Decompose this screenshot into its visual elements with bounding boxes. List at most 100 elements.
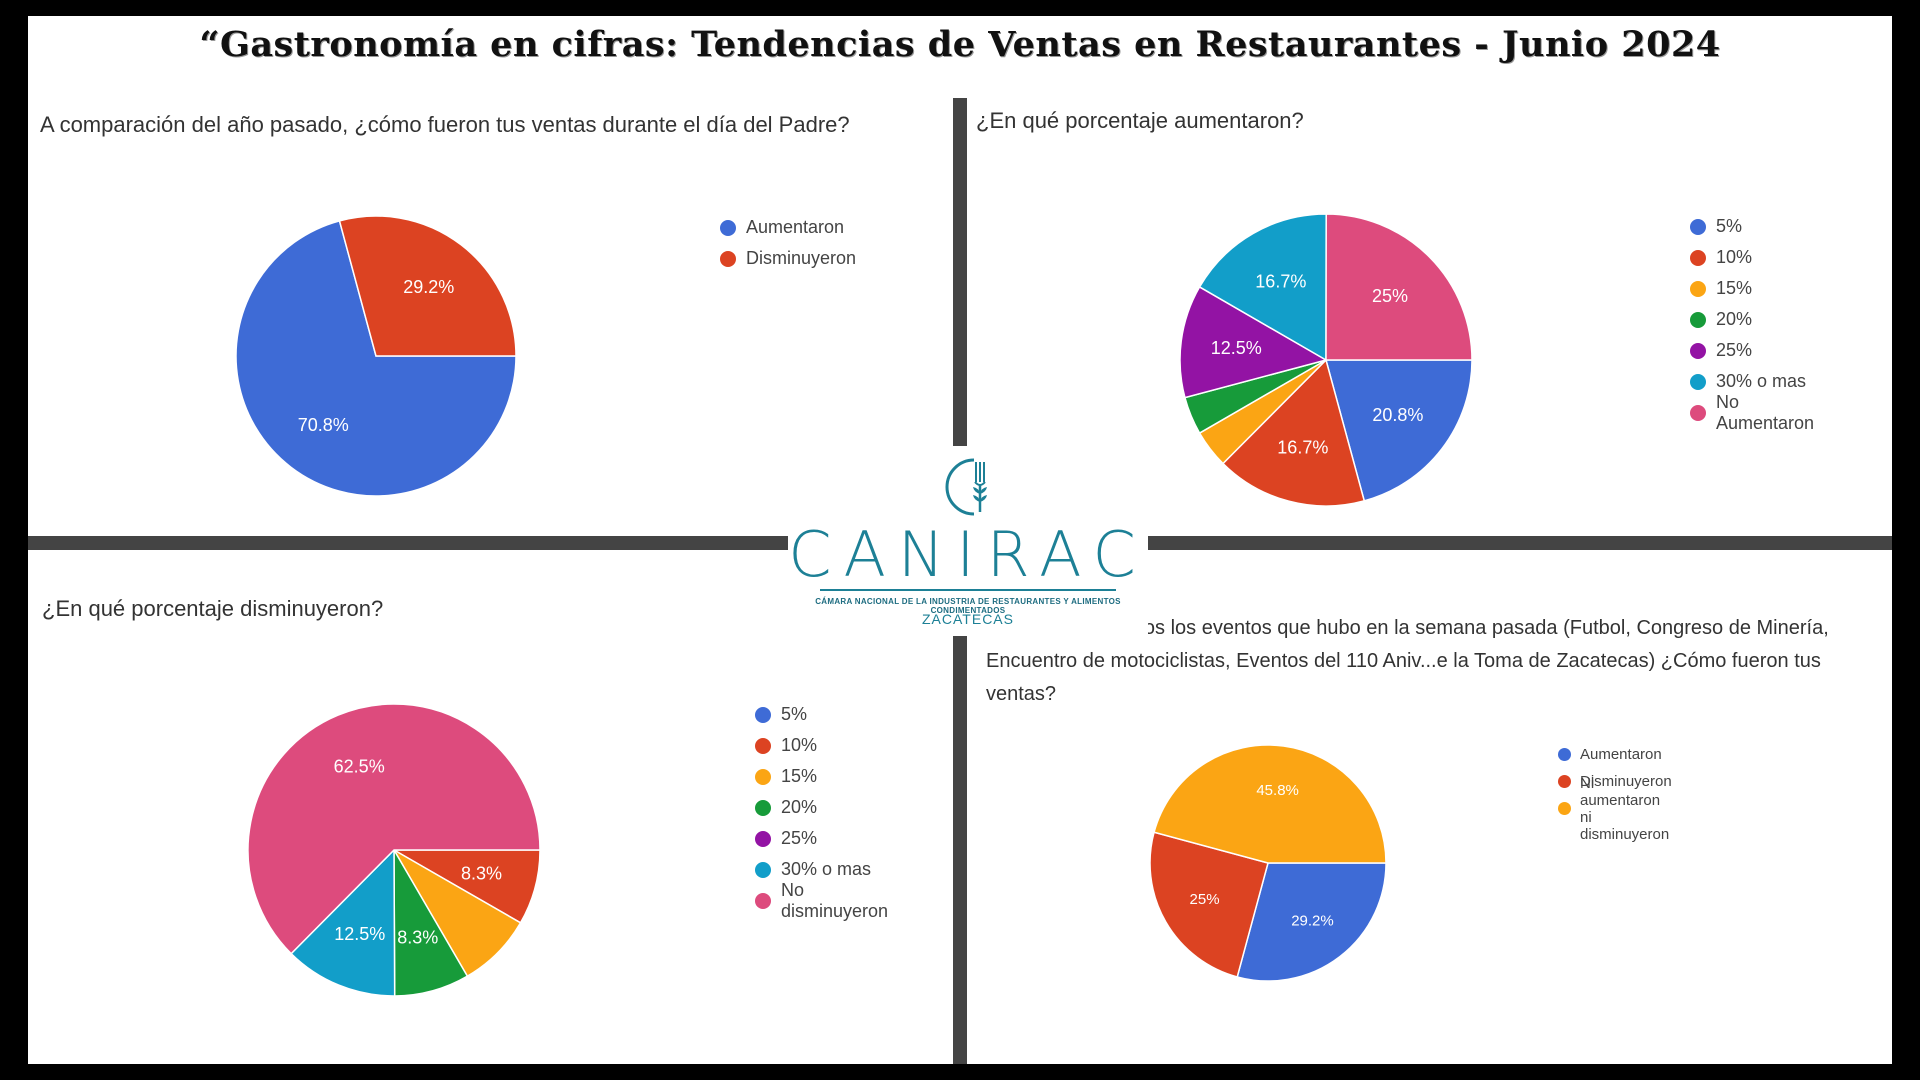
- slice-data-label: 16.7%: [1255, 272, 1306, 292]
- pie-chart-fathers-day: 70.8% 29.2%: [235, 215, 517, 497]
- logo-subtitle: CÁMARA NACIONAL DE LA INDUSTRIA DE RESTA…: [815, 597, 1121, 615]
- infographic: “Gastronomía en cifras: Tendencias de Ve…: [28, 16, 1892, 1064]
- legend-swatch: [1690, 404, 1706, 421]
- legend-item: 10%: [1690, 242, 1814, 273]
- legend: Aumentaron Disminuyeron Ni aumentaron ni d…: [1558, 741, 1672, 843]
- legend-label: 15%: [1716, 278, 1753, 298]
- legend-item: 15%: [1690, 273, 1814, 304]
- legend-swatch: [755, 768, 771, 785]
- pie-slice-30-o-mas: [290, 848, 396, 997]
- legend-item: No disminuyeron: [755, 880, 888, 921]
- slice-data-label: 16.7%: [1277, 438, 1328, 458]
- legend-label: 20%: [781, 797, 818, 817]
- legend-label: Aumentaron: [1580, 746, 1662, 763]
- slice-data-label: 29.2%: [1291, 913, 1334, 930]
- legend: Aumentaron Disminuyeron: [720, 212, 856, 274]
- slice-data-label: 12.5%: [1211, 338, 1262, 358]
- slice-data-label: 8.3%: [397, 927, 438, 947]
- slice-data-label: 25%: [1190, 891, 1220, 908]
- slice-data-label: 25%: [1372, 286, 1408, 306]
- slice-data-label: 20.8%: [1372, 405, 1423, 425]
- legend-label: 25%: [1716, 340, 1753, 360]
- pie-slice-no-disminuyeron: [247, 703, 541, 955]
- pie-chart-increase: 20.8% 16.7% 12.5% 16.7% 25%: [1179, 213, 1473, 507]
- pie-chart-events: 29.2% 25% 45.8%: [1149, 744, 1387, 982]
- legend-item: 5%: [1690, 211, 1814, 242]
- legend-swatch: [1690, 249, 1706, 266]
- legend-swatch: [1690, 311, 1706, 328]
- slice-data-label: 70.8%: [298, 415, 349, 435]
- legend: 5% 10% 15% 20% 25% 30% o mas No Aumentaron: [1690, 211, 1814, 433]
- legend-label: 20%: [1716, 309, 1753, 329]
- pie-slice-10-: [1221, 358, 1366, 507]
- pie-slice-no-aumentaron: [1325, 213, 1473, 361]
- legend-item: 25%: [1690, 335, 1814, 366]
- legend-swatch: [755, 892, 771, 909]
- logo-name: CANIRAC: [788, 518, 1148, 591]
- pie-slice-25-: [1179, 285, 1328, 399]
- logo-city: ZACATECAS: [922, 611, 1014, 627]
- pie-slice-5-: [1325, 359, 1473, 502]
- legend-label: Aumentaron: [746, 217, 845, 237]
- chart-title: ¿En qué porcentaje aumentaron?: [976, 108, 1304, 133]
- slice-data-label: 45.8%: [1256, 782, 1299, 799]
- legend-label: 10%: [781, 735, 818, 755]
- pie-slice-disminuyeron: [338, 215, 517, 357]
- legend-item: 10%: [755, 730, 888, 761]
- legend-swatch: [1690, 218, 1706, 235]
- canirac-logo: CANIRAC CÁMARA NACIONAL DE LA INDUSTRIA …: [788, 446, 1148, 636]
- legend-label: 5%: [1716, 216, 1743, 236]
- legend-item: Aumentaron: [720, 212, 856, 243]
- legend-swatch: [755, 706, 771, 723]
- slice-data-label: 12.5%: [334, 924, 385, 944]
- legend-label: Disminuyeron: [746, 248, 857, 268]
- legend-swatch: [1690, 280, 1706, 297]
- legend-swatch: [755, 799, 771, 816]
- legend-item: 20%: [755, 792, 888, 823]
- slice-data-label: 8.3%: [461, 863, 502, 883]
- pie-slice-30-o-mas: [1198, 213, 1327, 362]
- legend-item: 30% o mas: [1690, 366, 1814, 397]
- legend-label: 25%: [781, 828, 818, 848]
- legend-item: Aumentaron: [1558, 741, 1672, 768]
- slice-data-label: 29.2%: [403, 277, 454, 297]
- legend: 5% 10% 15% 20% 25% 30% o mas No disminuyeron: [755, 699, 888, 921]
- legend-item: Disminuyeron: [1558, 768, 1672, 795]
- pie-slice-aumentaron: [235, 219, 517, 497]
- pie-slice-aumentaron: [1236, 862, 1387, 982]
- legend-swatch: [720, 250, 736, 267]
- legend-swatch: [1558, 775, 1571, 788]
- legend-label: 5%: [781, 704, 808, 724]
- legend-swatch: [755, 737, 771, 754]
- legend-label: Ni aumentaron ni disminuyeron: [1580, 774, 1670, 843]
- fork-wheat-emblem-icon: [945, 458, 987, 516]
- legend-swatch: [720, 219, 736, 236]
- legend-item: 25%: [755, 823, 888, 854]
- pie-slice-ni-aumentaron-ni-disminuyeron: [1153, 744, 1387, 864]
- pie-slice-disminuyeron: [1149, 831, 1269, 978]
- legend-item: 30% o mas: [755, 854, 888, 885]
- legend-swatch: [1690, 373, 1706, 390]
- chart-title: Considerando todos los eventos que hubo …: [986, 617, 1829, 705]
- legend-swatch: [755, 861, 771, 878]
- legend-label: No disminuyeron: [781, 879, 889, 921]
- legend-item: Disminuyeron: [720, 243, 856, 274]
- chart-title: A comparación del año pasado, ¿cómo fuer…: [40, 112, 850, 137]
- legend-label: 30% o mas: [781, 859, 872, 879]
- legend-item: Ni aumentaron ni disminuyeron: [1558, 775, 1672, 843]
- main-title: “Gastronomía en cifras: Tendencias de Ve…: [199, 24, 1721, 65]
- legend-item: 20%: [1690, 304, 1814, 335]
- pie-chart-decrease: 8.3% 8.3% 12.5% 62.5%: [247, 703, 541, 997]
- legend-swatch: [1558, 748, 1571, 761]
- legend-item: No Aumentaron: [1690, 392, 1814, 433]
- legend-label: No Aumentaron: [1716, 391, 1815, 433]
- slice-data-label: 62.5%: [334, 756, 385, 776]
- legend-item: 15%: [755, 761, 888, 792]
- logo-divider: [820, 589, 1116, 591]
- chart-title: ¿En qué porcentaje disminuyeron?: [42, 596, 384, 621]
- legend-swatch: [1690, 342, 1706, 359]
- legend-swatch: [1558, 802, 1571, 815]
- legend-item: 5%: [755, 699, 888, 730]
- legend-label: 15%: [781, 766, 818, 786]
- legend-swatch: [755, 830, 771, 847]
